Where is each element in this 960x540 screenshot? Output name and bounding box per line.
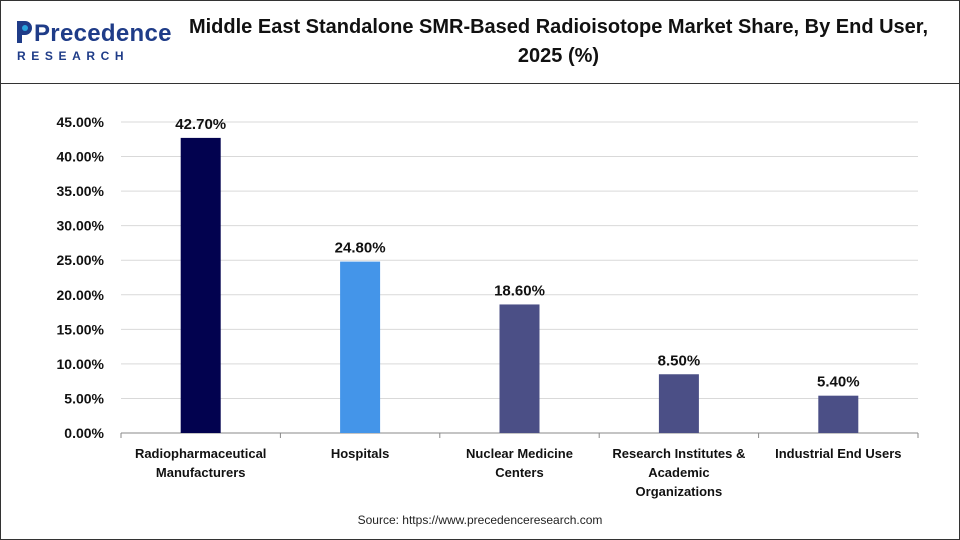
brand-sub: RESEARCH — [17, 49, 130, 63]
data-label: 24.80% — [335, 240, 386, 257]
bar — [658, 374, 699, 433]
y-tick-label: 35.00% — [57, 183, 105, 199]
data-label: 8.50% — [658, 352, 701, 369]
category-label: Academic — [648, 465, 709, 480]
bar — [818, 395, 859, 433]
data-label: 18.60% — [494, 282, 545, 299]
bar — [180, 137, 221, 433]
chart-title-line-1: Middle East Standalone SMR-Based Radiois… — [188, 16, 929, 38]
brand-logo: Precedence RESEARCH — [15, 13, 171, 73]
y-tick-label: 30.00% — [57, 218, 105, 234]
data-label: 42.70% — [175, 116, 226, 133]
chart-title-line-2: 2025 (%) — [517, 45, 600, 67]
y-tick-label: 45.00% — [57, 114, 105, 130]
brand-wordmark: Precedence — [15, 19, 172, 48]
brand-p-icon — [17, 21, 32, 43]
y-tick-label: 40.00% — [57, 149, 105, 165]
bar-chart: 0.00% 5.00% 10.00% 15.00% 20.00% 25.00% 30.00%… — [57, 114, 919, 499]
category-label: Radiopharmaceutical — [135, 446, 267, 461]
y-tick-label: 20.00% — [57, 287, 105, 303]
category-label: Organizations — [636, 484, 723, 499]
bar — [340, 261, 381, 433]
y-tick-label: 15.00% — [57, 321, 105, 337]
chart-title: Middle East Standalone SMR-Based Radiois… — [166, 13, 951, 71]
bar — [499, 304, 540, 433]
category-label: Centers — [495, 465, 543, 480]
y-tick-label: 25.00% — [57, 252, 105, 268]
brand-name: Precedence — [34, 20, 172, 47]
y-tick-label: 0.00% — [64, 425, 104, 441]
data-label: 5.40% — [817, 374, 860, 391]
y-tick-label: 10.00% — [57, 356, 105, 372]
header: Precedence RESEARCH Middle East Standalo… — [1, 1, 959, 84]
category-label: Industrial End Users — [775, 446, 901, 461]
category-label: Research Institutes & — [612, 446, 745, 461]
category-label: Manufacturers — [156, 465, 246, 480]
category-label: Hospitals — [331, 446, 390, 461]
category-label: Nuclear Medicine — [466, 446, 573, 461]
source-note: Source: https://www.precedenceresearch.c… — [357, 513, 603, 527]
y-tick-label: 5.00% — [64, 390, 104, 406]
